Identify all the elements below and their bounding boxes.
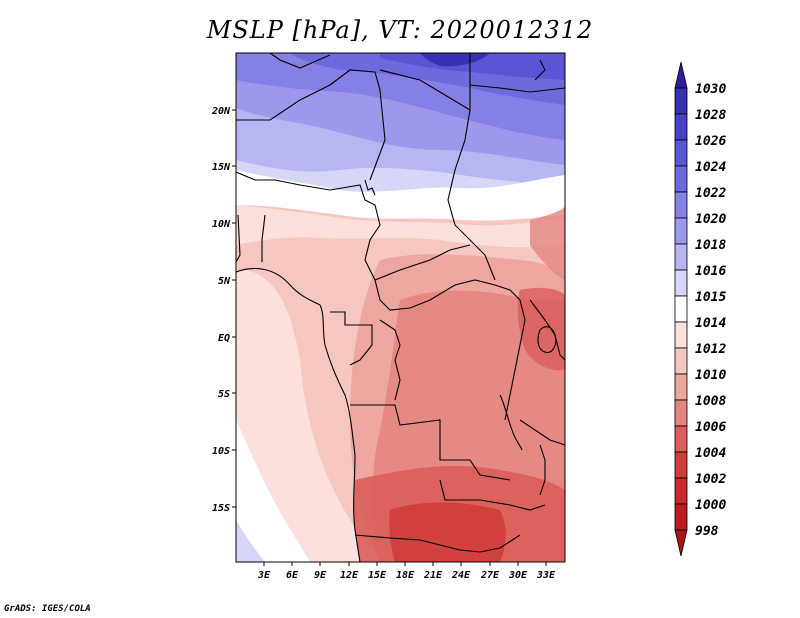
- border-algeria-niger: [236, 69, 386, 181]
- lon-ticks: [263, 562, 547, 566]
- lon-label: 24E: [451, 570, 471, 581]
- band-1008-northeast: [530, 205, 565, 280]
- colorbar-label: 1024: [695, 160, 726, 175]
- colorbar-swatch: [674, 113, 688, 141]
- colorbar-bottom-arrow: [674, 529, 688, 557]
- lon-label: 30E: [508, 570, 528, 581]
- grads-credit: GrADS: IGES/COLA: [4, 604, 91, 614]
- colorbar-top-arrow: [674, 61, 688, 89]
- colorbar-label: 1026: [695, 134, 726, 149]
- border-drc-east: [494, 284, 526, 421]
- colorbar-label: 1000: [695, 498, 726, 513]
- border-gabon: [330, 311, 373, 366]
- colorbar-label: 1022: [695, 186, 726, 201]
- lon-labels: 3E 6E 9E 12E 15E 18E 21E 24E 27E 30E 33E: [257, 570, 556, 581]
- border-namibia: [354, 534, 521, 553]
- lat-label: 20N: [211, 106, 231, 117]
- colorbar-label: 998: [695, 524, 719, 539]
- colorbar-swatch: [674, 87, 688, 115]
- band-1014-southwest: [236, 420, 310, 562]
- colorbar-swatch: [674, 373, 688, 401]
- band-1004: [389, 502, 506, 562]
- coastline-west: [236, 268, 361, 562]
- band-1012-north: [236, 205, 565, 248]
- border-car-north: [374, 244, 471, 281]
- border-libya: [379, 53, 471, 111]
- colorbar-swatch: [674, 191, 688, 219]
- country-borders: [236, 53, 565, 562]
- lat-label: 10N: [212, 219, 231, 230]
- lat-label: 15N: [212, 162, 231, 173]
- colorbar-swatch: [674, 477, 688, 505]
- lon-label: 9E: [314, 570, 327, 581]
- border-car-south: [374, 279, 496, 311]
- colorbar-label: 1018: [695, 238, 726, 253]
- colorbar-swatch: [674, 217, 688, 245]
- map-frame: [235, 52, 566, 563]
- lon-label: 3E: [257, 570, 271, 581]
- lon-label: 21E: [423, 570, 443, 581]
- map-title: MSLP [hPa], VT: 2020012312: [206, 16, 594, 44]
- lake-tanganyika: [499, 394, 523, 451]
- border-chad-sudan: [447, 109, 496, 281]
- coast-red-sea: [534, 59, 546, 81]
- pressure-field: [236, 53, 565, 562]
- band-1012-west: [236, 269, 400, 562]
- colorbar-swatch: [674, 243, 688, 271]
- colorbar-label: 1015: [695, 290, 726, 305]
- colorbar-swatch: [674, 425, 688, 453]
- colorbar-label: 1020: [695, 212, 726, 227]
- border-nigeria-west: [261, 214, 266, 262]
- colorbar-label: 1012: [695, 342, 726, 357]
- colorbar-label: 1014: [695, 316, 726, 331]
- band-1028: [420, 53, 490, 67]
- lat-label: 15S: [212, 503, 230, 514]
- border-congo: [379, 319, 401, 401]
- border-zambia: [439, 479, 546, 511]
- colorbar: 1030 1028 1026 1024 1022 1020 1018 1016 1015 1014…: [674, 61, 726, 557]
- lon-label: 6E: [286, 570, 299, 581]
- border-egypt-sudan: [469, 84, 565, 93]
- colorbar-swatch: [674, 269, 688, 297]
- colorbar-label: 1004: [695, 446, 726, 461]
- colorbar-label: 1010: [695, 368, 726, 383]
- colorbar-swatch: [674, 347, 688, 375]
- lake-victoria: [537, 326, 557, 354]
- lat-label: EQ: [218, 333, 230, 344]
- lon-label: 12E: [340, 570, 359, 581]
- lake-malawi: [539, 444, 546, 496]
- colorbar-swatch: [674, 399, 688, 427]
- lat-ticks: [232, 109, 236, 508]
- colorbar-label: 1002: [695, 472, 726, 487]
- lake-chad: [364, 179, 376, 196]
- border-angola-drc: [350, 404, 511, 481]
- border-benin: [236, 214, 241, 263]
- lon-label: 18E: [396, 570, 415, 581]
- colorbar-label: 1008: [695, 394, 726, 409]
- lat-label: 5N: [218, 276, 231, 287]
- border-niger-nigeria: [236, 171, 381, 281]
- colorbar-swatch: [674, 165, 688, 193]
- band-1014: [236, 170, 565, 221]
- colorbar-label: 1028: [695, 108, 726, 123]
- lon-label: 15E: [368, 570, 387, 581]
- colorbar-swatch: [674, 295, 688, 323]
- colorbar-swatch: [674, 451, 688, 479]
- lat-label: 10S: [212, 446, 230, 457]
- colorbar-label: 1006: [695, 420, 726, 435]
- colorbar-swatch: [674, 321, 688, 349]
- border-algeria-north: [269, 53, 331, 69]
- colorbar-label: 1016: [695, 264, 726, 279]
- colorbar-swatch: [674, 503, 688, 531]
- colorbar-label: 1030: [695, 82, 726, 97]
- lon-label: 33E: [536, 570, 556, 581]
- lat-label: 5S: [218, 389, 230, 400]
- band-1026: [380, 53, 565, 80]
- border-tanzania: [519, 419, 565, 446]
- lat-labels: 20N 15N 10N 5N EQ 5S 10S 15S: [211, 106, 231, 514]
- lon-label: 27E: [480, 570, 500, 581]
- colorbar-swatch: [674, 139, 688, 167]
- band-1016-southwest: [236, 520, 265, 562]
